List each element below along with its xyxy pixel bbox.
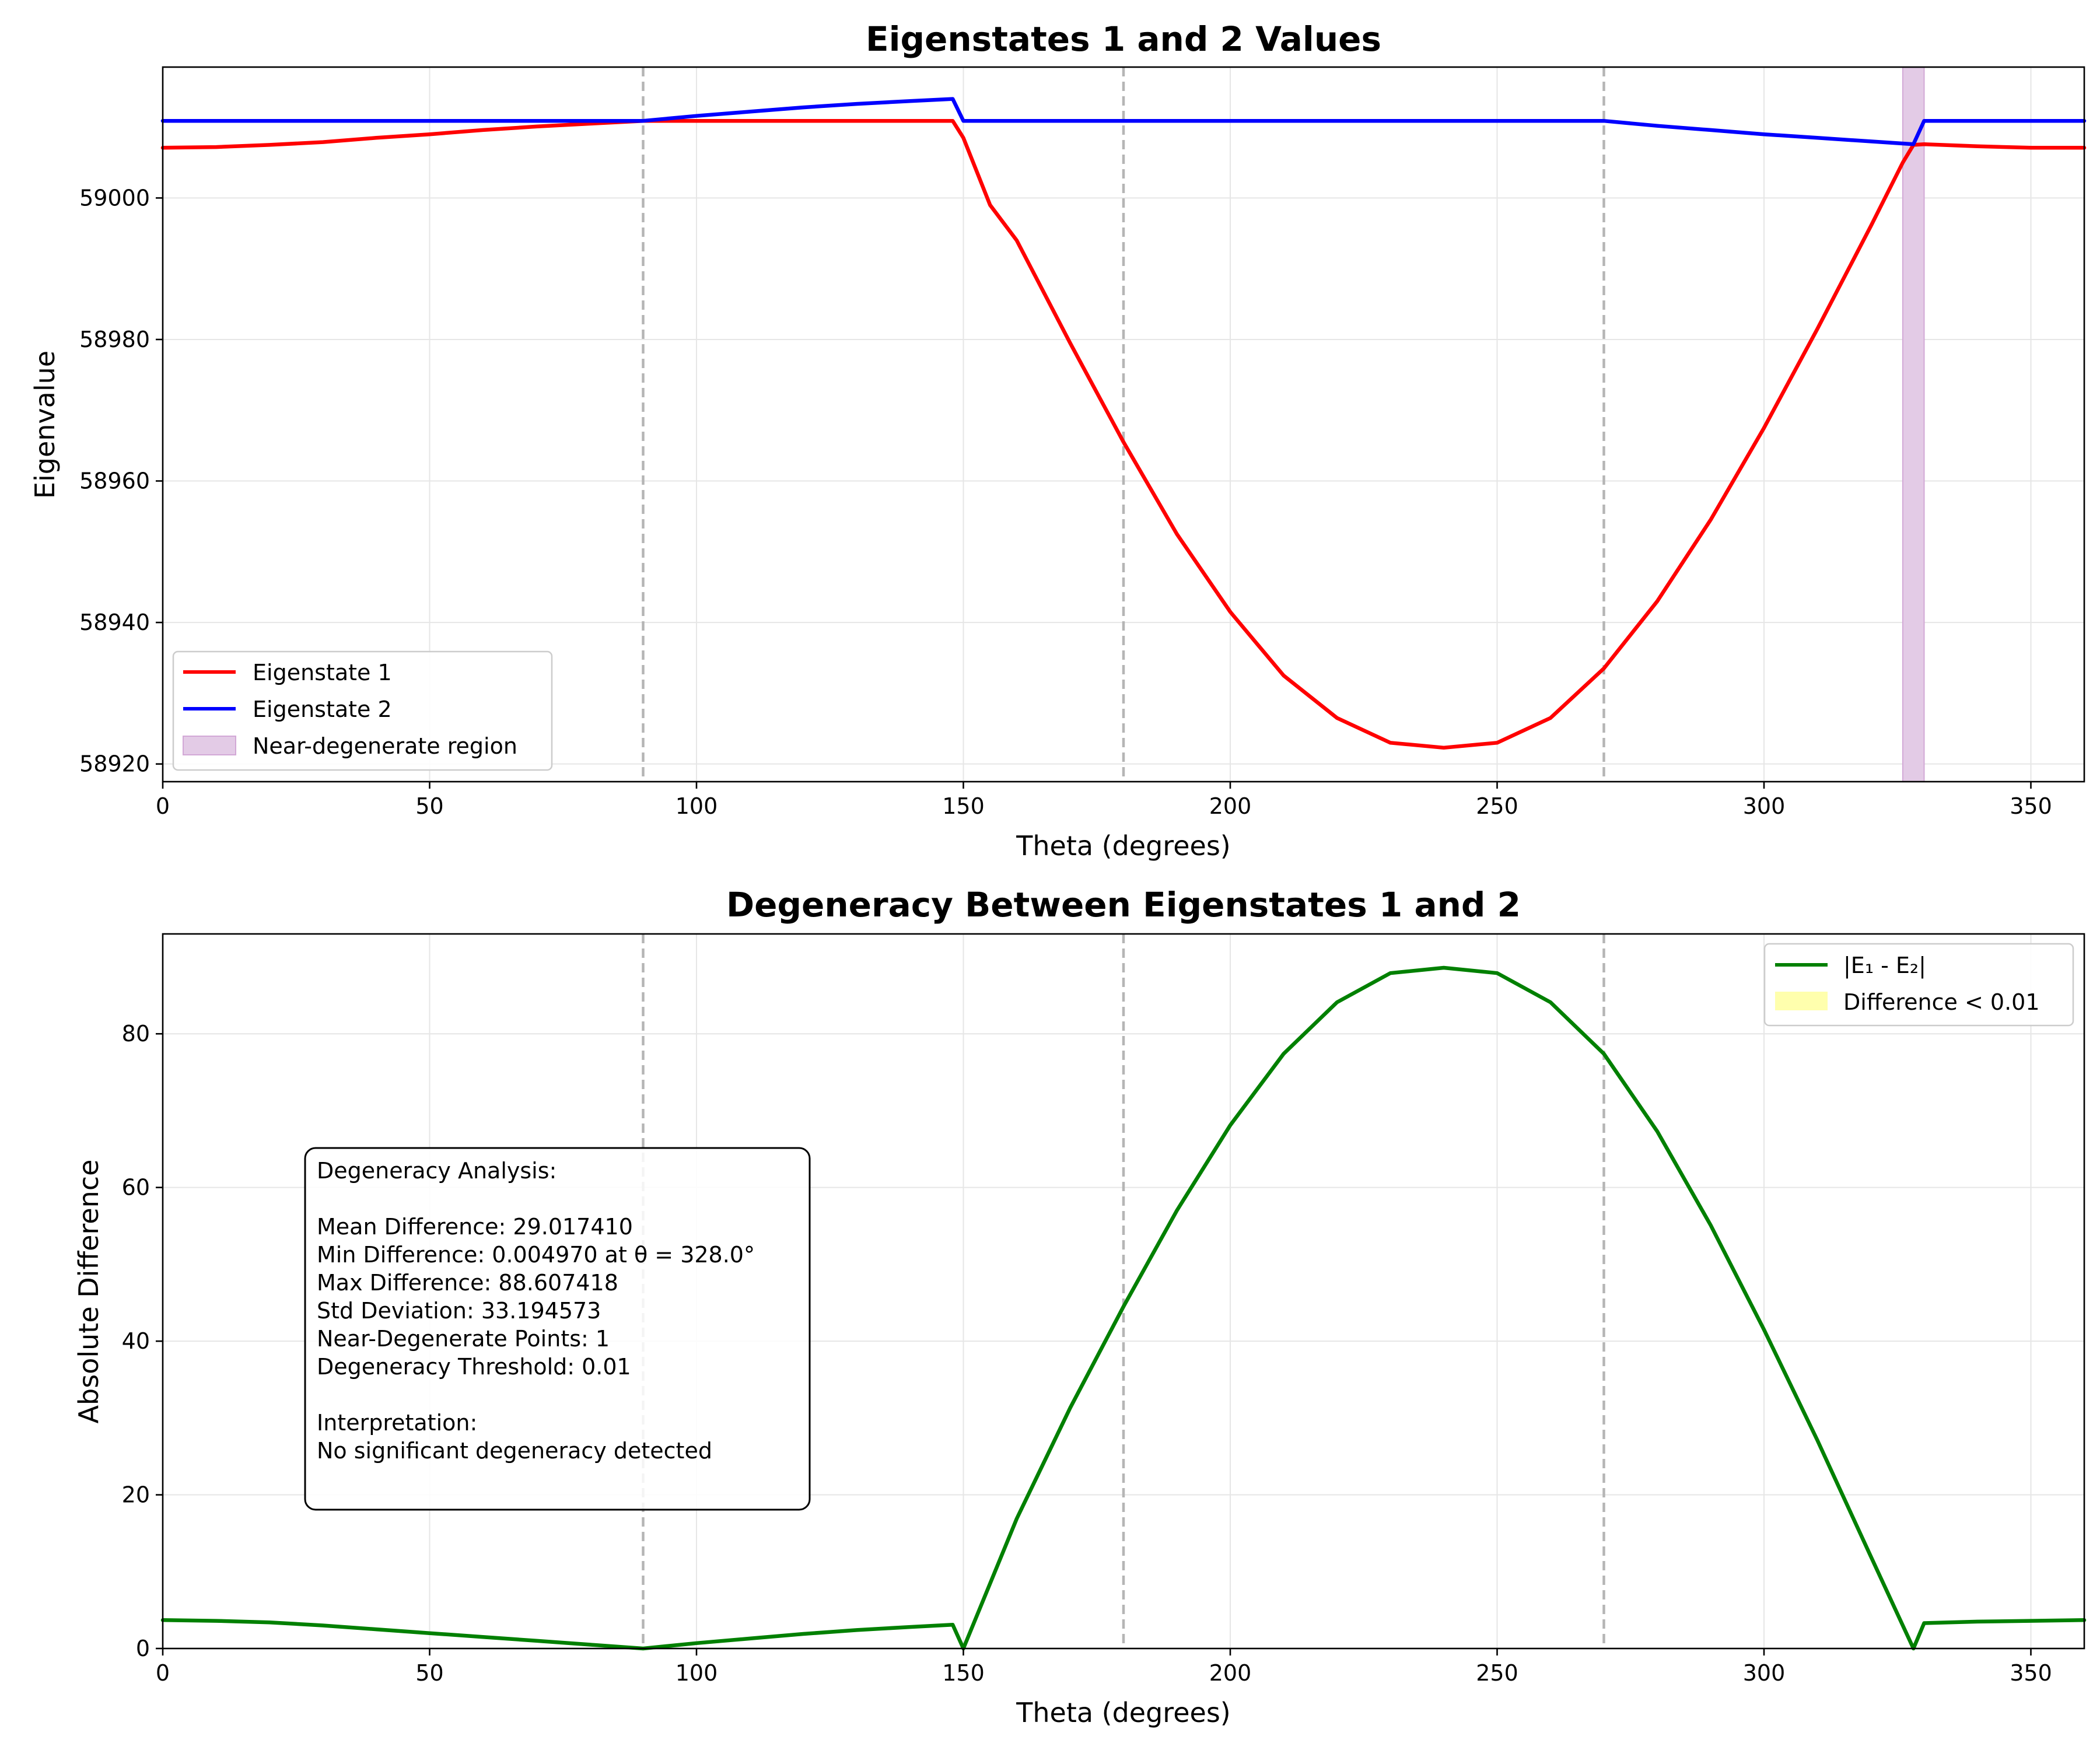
bottom-y-ticks: 0 20 40 60 80	[122, 1021, 163, 1661]
bottom-x-axis-label: Theta (degrees)	[1016, 1697, 1230, 1728]
annotation-line: Degeneracy Threshold: 0.01	[317, 1354, 631, 1380]
x-tick-label: 150	[942, 793, 985, 819]
series-line-e-e	[160, 965, 2087, 1651]
degeneracy-analysis-box: Degeneracy Analysis: Mean Difference: 29…	[304, 1147, 811, 1511]
near-degenerate-region	[1902, 66, 1925, 782]
bottom-legend: |E₁ - E₂| Difference < 0.01	[1763, 943, 2074, 1027]
y-tick-label: 0	[136, 1636, 150, 1661]
y-tick-label: 58940	[79, 610, 150, 635]
legend-label-eigenstate-2: Eigenstate 2	[253, 696, 392, 722]
y-tick-label: 59000	[79, 185, 150, 211]
top-legend: Eigenstate 1 Eigenstate 2 Near-degenerat…	[172, 650, 553, 771]
bottom-chart-title: Degeneracy Between Eigenstates 1 and 2	[726, 885, 1521, 925]
bottom-series-lines	[160, 965, 2087, 1651]
top-chart-title: Eigenstates 1 and 2 Values	[866, 19, 1381, 59]
bottom-y-axis-label: Absolute Difference	[73, 1160, 104, 1424]
legend-label-threshold: Difference < 0.01	[1843, 989, 2040, 1015]
annotation-line: Degeneracy Analysis:	[317, 1158, 556, 1184]
legend-swatch-threshold	[1775, 992, 1828, 1010]
annotation-line	[317, 1382, 324, 1408]
y-tick-label: 58980	[79, 327, 150, 352]
annotation-line: Near-Degenerate Points: 1	[317, 1326, 610, 1352]
top-y-axis-label: Eigenvalue	[29, 351, 61, 499]
top-x-ticks: 0 50 100 150 200 250 300 350	[156, 782, 2052, 819]
x-tick-label: 0	[156, 793, 170, 819]
top-x-axis-label: Theta (degrees)	[1016, 830, 1230, 862]
x-tick-label: 350	[2010, 1660, 2052, 1686]
legend-label-abs-diff: |E₁ - E₂|	[1843, 953, 1926, 979]
top-y-ticks: 58920 58940 58960 58980 59000	[79, 185, 163, 777]
top-series-lines	[160, 97, 2087, 750]
bottom-legend-box	[1763, 943, 2074, 1027]
x-tick-label: 100	[676, 1660, 718, 1686]
top-legend-box	[172, 650, 553, 771]
y-tick-label: 40	[122, 1328, 150, 1354]
legend-swatch-near-degenerate	[183, 736, 236, 755]
y-tick-label: 58960	[79, 468, 150, 494]
legend-label-eigenstate-1: Eigenstate 1	[253, 660, 392, 685]
annotation-line: Mean Difference: 29.017410	[317, 1214, 633, 1240]
bottom-plot-frame	[162, 933, 2085, 1650]
annotation-line: Std Deviation: 33.194573	[317, 1298, 601, 1324]
x-tick-label: 50	[415, 1660, 443, 1686]
annotation-box	[304, 1147, 811, 1511]
eigenvalues-panel: Eigenstates 1 and 2 Values 0 50 100 150 200 2…	[29, 19, 2087, 862]
y-tick-label: 60	[122, 1175, 150, 1200]
top-plot-frame	[162, 66, 2085, 783]
x-tick-label: 150	[942, 1660, 985, 1686]
x-tick-label: 100	[676, 793, 718, 819]
legend-label-near-degenerate: Near-degenerate region	[253, 733, 517, 759]
x-tick-label: 250	[1476, 793, 1518, 819]
top-reference-lines	[642, 67, 1605, 782]
y-tick-label: 58920	[79, 751, 150, 777]
x-tick-label: 200	[1209, 1660, 1252, 1686]
series-line-eigenstate-2	[160, 97, 2087, 146]
top-shaded-regions	[1902, 66, 1925, 782]
x-tick-label: 300	[1743, 1660, 1786, 1686]
x-tick-label: 300	[1743, 793, 1786, 819]
y-tick-label: 80	[122, 1021, 150, 1046]
x-tick-label: 250	[1476, 1660, 1518, 1686]
x-tick-label: 350	[2010, 793, 2052, 819]
annotation-line	[317, 1186, 324, 1212]
x-tick-label: 0	[156, 1660, 170, 1686]
y-tick-label: 20	[122, 1482, 150, 1508]
x-tick-label: 50	[415, 793, 443, 819]
annotation-line: No significant degeneracy detected	[317, 1438, 712, 1464]
series-line-eigenstate-1	[160, 118, 2087, 750]
annotation-line: Interpretation:	[317, 1410, 477, 1436]
annotation-text: Degeneracy Analysis: Mean Difference: 29…	[317, 1158, 755, 1464]
bottom-x-ticks: 0 50 100 150 200 250 300 350	[156, 1648, 2052, 1686]
annotation-line: Min Difference: 0.004970 at θ = 328.0°	[317, 1242, 755, 1268]
degeneracy-panel: Degeneracy Between Eigenstates 1 and 2 0…	[73, 885, 2087, 1728]
annotation-line: Max Difference: 88.607418	[317, 1270, 618, 1296]
x-tick-label: 200	[1209, 793, 1252, 819]
